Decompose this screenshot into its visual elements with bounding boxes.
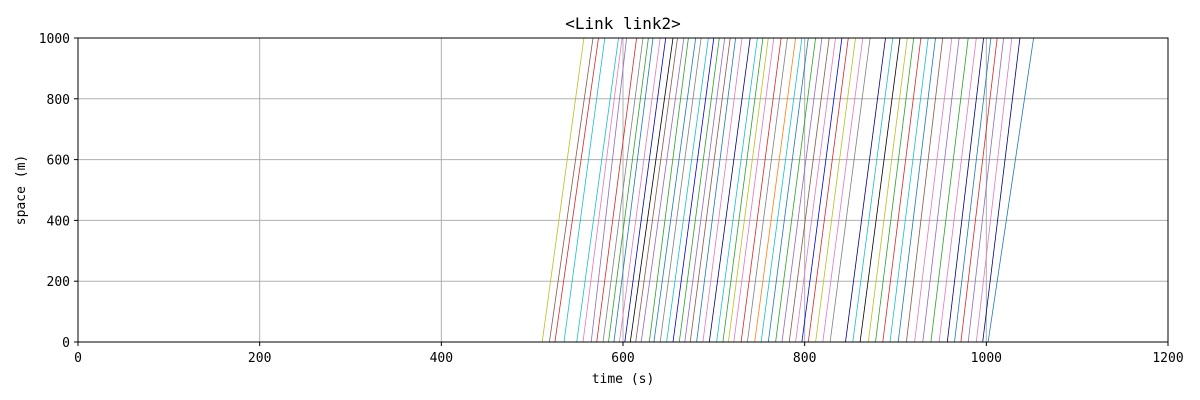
vehicle-trajectory <box>975 37 1013 343</box>
vehicle-trajectory <box>619 37 661 343</box>
vehicle-trajectory <box>982 37 1021 343</box>
vehicle-trajectory <box>829 37 871 343</box>
vehicle-trajectory <box>914 37 953 343</box>
vehicle-trajectory <box>541 37 585 343</box>
y-tick-label: 800 <box>47 93 70 108</box>
x-tick-label: 200 <box>248 351 271 366</box>
vehicle-trajectory <box>960 37 998 343</box>
vehicle-trajectory <box>708 37 751 343</box>
vehicle-trajectory <box>867 37 908 343</box>
vehicle-trajectory <box>859 37 901 343</box>
y-axis-label: space (m) <box>14 155 29 225</box>
y-tick-label: 200 <box>47 275 70 290</box>
x-tick-labels: 0 200 400 600 800 1000 1200 <box>74 351 1184 366</box>
vehicle-trajectory <box>613 37 654 343</box>
vehicle-trajectory <box>882 37 922 343</box>
vehicle-trajectory <box>781 37 823 343</box>
vehicle-trajectory <box>740 37 782 343</box>
y-tick-label: 0 <box>62 336 70 351</box>
y-tick-labels: 0 200 400 600 800 1000 <box>39 32 70 351</box>
vehicle-trajectory <box>549 37 594 343</box>
vehicle-trajectory <box>930 37 969 343</box>
y-tick-label: 1000 <box>39 32 70 47</box>
y-tick-label: 400 <box>47 214 70 229</box>
vehicle-trajectory <box>563 37 606 343</box>
vehicle-trajectory <box>596 37 637 343</box>
vehicle-trajectory <box>582 37 623 343</box>
vehicle-trajectory <box>954 37 992 343</box>
vehicle-trajectory <box>640 37 685 343</box>
vehicle-trajectory <box>922 37 960 343</box>
y-tick-label: 600 <box>47 154 70 169</box>
tick-marks <box>74 37 1169 346</box>
vehicle-trajectory <box>554 37 599 343</box>
vehicle-trajectory <box>747 37 788 343</box>
vehicle-trajectory <box>733 37 775 343</box>
vehicle-trajectory <box>760 37 803 343</box>
x-axis-label: time (s) <box>592 372 655 387</box>
plot-area <box>541 37 1034 343</box>
vehicle-trajectory <box>629 37 674 343</box>
vehicle-trajectory <box>938 37 977 343</box>
vehicle-trajectory <box>801 37 843 343</box>
vehicle-trajectory <box>702 37 743 343</box>
vehicle-trajectory <box>696 37 736 343</box>
vehicle-trajectory <box>666 37 709 343</box>
vehicle-trajectory <box>689 37 731 343</box>
vehicle-trajectory <box>815 37 856 343</box>
vehicle-trajectory <box>722 37 764 343</box>
vehicle-trajectory <box>795 37 836 343</box>
x-tick-label: 800 <box>793 351 816 366</box>
vehicle-trajectory <box>788 37 830 343</box>
vehicle-trajectory <box>659 37 702 343</box>
vehicle-trajectory <box>728 37 769 343</box>
x-tick-label: 600 <box>611 351 634 366</box>
vehicle-trajectory <box>889 37 929 343</box>
vehicle-trajectory <box>897 37 936 343</box>
vehicle-trajectory <box>807 37 849 343</box>
x-tick-label: 0 <box>74 351 82 366</box>
vehicle-trajectory <box>608 37 649 343</box>
vehicle-trajectory <box>967 37 1004 343</box>
vehicle-trajectory <box>946 37 984 343</box>
vehicle-trajectory <box>672 37 715 343</box>
chart-title: <Link link2> <box>565 14 681 33</box>
x-tick-label: 1000 <box>971 351 1002 366</box>
vehicle-trajectory <box>906 37 944 343</box>
vehicle-trajectory <box>624 37 667 343</box>
vehicle-trajectory <box>635 37 678 343</box>
vehicle-trajectory <box>576 37 619 343</box>
vehicle-trajectory <box>684 37 726 343</box>
vehicle-trajectory <box>602 37 644 343</box>
vehicle-trajectory <box>767 37 809 343</box>
vehicle-trajectory <box>678 37 720 343</box>
vehicle-trajectory <box>987 37 1034 343</box>
vehicle-trajectory <box>716 37 758 343</box>
vehicle-trajectory <box>875 37 915 343</box>
vehicle-trajectory <box>653 37 697 343</box>
vehicle-trajectory <box>822 37 864 343</box>
x-tick-label: 1200 <box>1152 351 1183 366</box>
vehicle-trajectory <box>775 37 816 343</box>
x-tick-label: 400 <box>430 351 453 366</box>
vehicle-trajectory <box>845 37 886 343</box>
vehicle-trajectory <box>852 37 894 343</box>
vehicle-trajectory <box>590 37 627 343</box>
vehicle-trajectory <box>648 37 689 343</box>
vehicle-trajectory <box>754 37 796 343</box>
